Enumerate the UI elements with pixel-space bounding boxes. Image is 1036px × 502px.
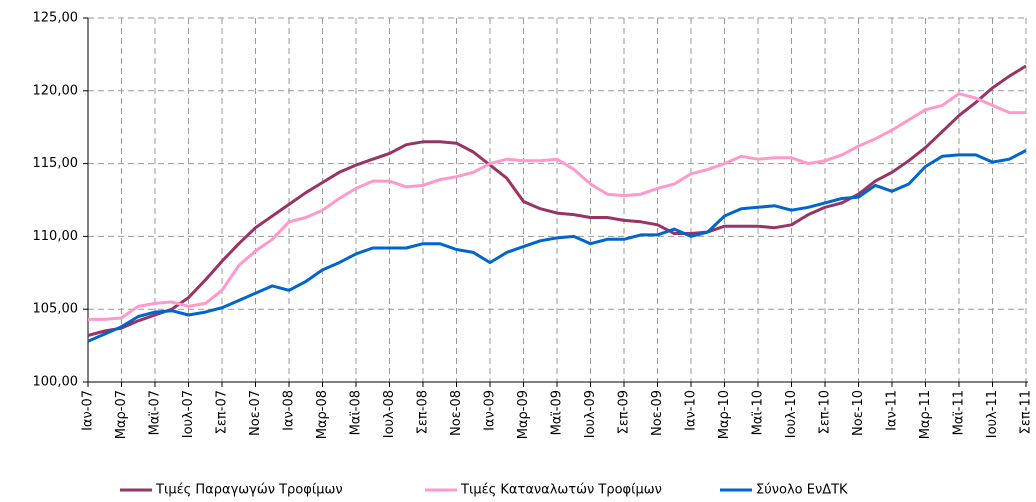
x-tick-label: Ιαν-07 [81, 390, 96, 431]
y-tick-label: 125,00 [33, 11, 79, 26]
x-tick-label: Νοε-09 [650, 390, 665, 436]
x-tick-label: Μαϊ-09 [550, 390, 565, 435]
x-tick-label: Σεπ-11 [1019, 390, 1034, 434]
legend-label: Τιμές Παραγωγών Τροφίμων [155, 483, 343, 498]
x-tick-label: Μαϊ-11 [952, 390, 967, 435]
x-tick-label: Νοε-08 [449, 390, 464, 436]
x-tick-label: Μαρ-08 [315, 390, 330, 439]
x-tick-label: Ιουλ-08 [382, 390, 397, 438]
x-tick-label: Ιαν-10 [684, 390, 699, 431]
x-tick-label: Νοε-07 [248, 390, 263, 436]
x-tick-label: Ιουλ-07 [181, 390, 196, 438]
y-tick-label: 120,00 [33, 83, 79, 98]
series-line [87, 64, 1027, 337]
y-tick-label: 115,00 [33, 156, 79, 171]
x-tick-label: Σεπ-09 [617, 390, 632, 434]
x-tick-label: Ιουλ-09 [583, 390, 598, 438]
x-tick-label: Ιαν-09 [483, 390, 498, 431]
x-tick-label: Ιαν-11 [885, 390, 900, 431]
x-tick-label: Ιουλ-10 [784, 390, 799, 438]
y-tick-label: 110,00 [33, 229, 79, 244]
legend-label: Τιμές Καταναλωτών Τροφίμων [460, 483, 662, 498]
x-tick-label: Ιαν-08 [282, 390, 297, 431]
series-line [87, 149, 1027, 343]
y-tick-label: 100,00 [33, 375, 79, 390]
x-tick-label: Μαρ-07 [114, 390, 129, 439]
series-line [88, 92, 1026, 321]
x-tick-label: Ιουλ-11 [985, 390, 1000, 438]
x-tick-label: Νοε-10 [851, 390, 866, 436]
x-tick-label: Μαρ-10 [717, 390, 732, 439]
legend-label: Σύνολο ΕνΔΤΚ [756, 483, 848, 498]
x-tick-label: Σεπ-08 [416, 390, 431, 434]
x-tick-label: Μαϊ-10 [751, 390, 766, 435]
x-tick-label: Σεπ-10 [818, 390, 833, 434]
y-tick-label: 105,00 [33, 302, 79, 317]
x-tick-label: Μαρ-11 [918, 390, 933, 439]
x-tick-label: Μαϊ-08 [349, 390, 364, 435]
x-tick-label: Σεπ-07 [215, 390, 230, 434]
x-tick-label: Μαρ-09 [516, 390, 531, 439]
x-tick-label: Μαϊ-07 [148, 390, 163, 435]
